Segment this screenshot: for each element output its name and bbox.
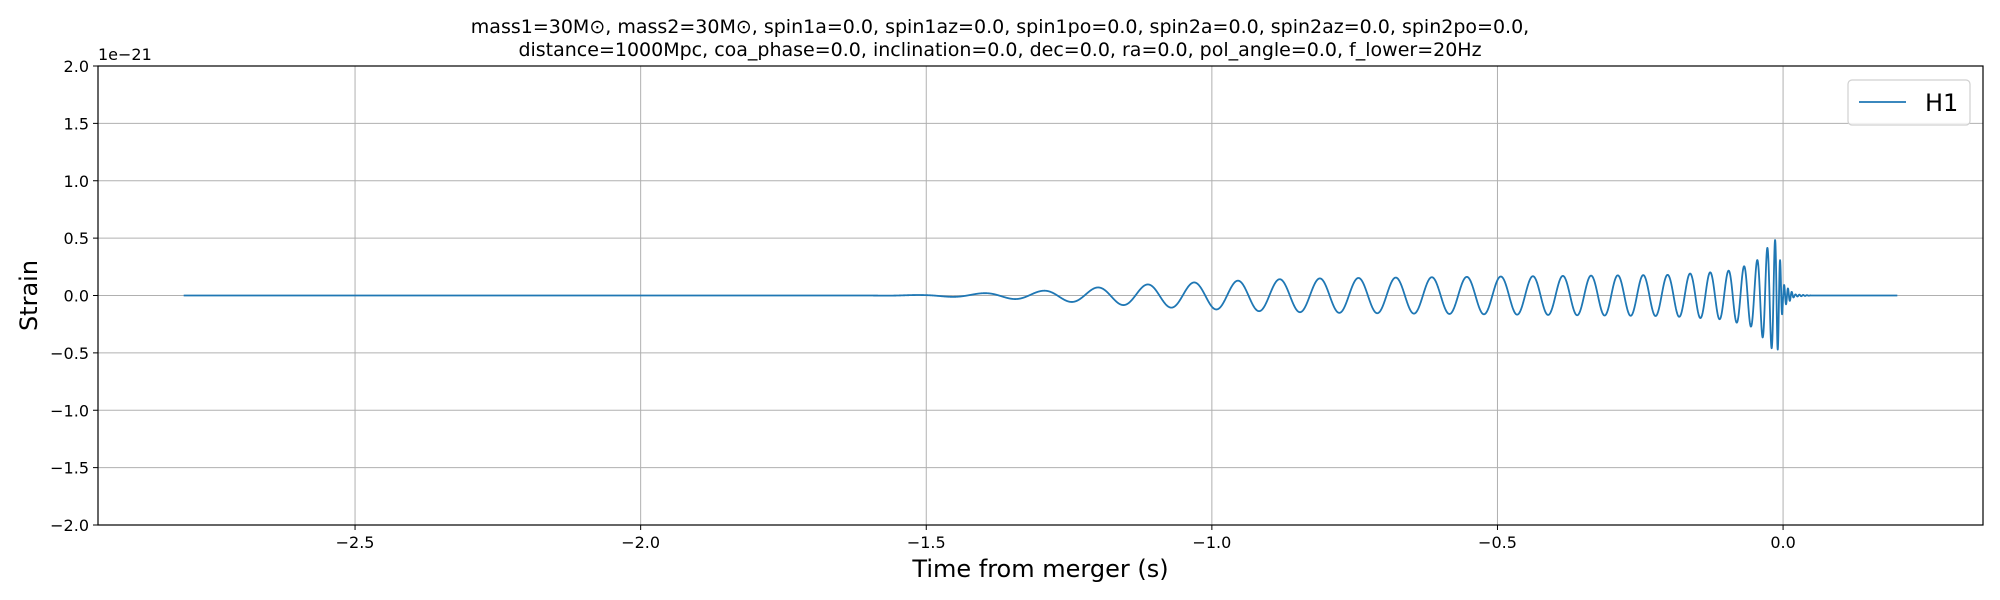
x-tick-label: −2.0: [621, 533, 660, 552]
y-tick-label: 2.0: [64, 57, 89, 76]
y-axis-label: Strain: [15, 260, 43, 331]
axis-ticks: −2.5 −2.0 −1.5 −1.0 −0.5 0.0 −2.0 −1.5 −1.0 −0.5 0…: [50, 57, 1796, 552]
y-tick-label: −2.0: [50, 516, 89, 535]
x-tick-label: −1.0: [1192, 533, 1231, 552]
series-line-h1: [182, 239, 1899, 351]
legend-label-h1: H1: [1925, 89, 1958, 117]
y-offset-label: 1e−21: [98, 45, 152, 64]
y-tick-label: 0.0: [64, 287, 89, 306]
y-tick-label: 0.5: [64, 229, 89, 248]
x-tick-label: −2.5: [336, 533, 375, 552]
y-tick-label: 1.5: [64, 114, 89, 133]
y-tick-label: −1.5: [50, 459, 89, 478]
x-tick-label: −0.5: [1478, 533, 1517, 552]
chart-title-line-2: distance=1000Mpc, coa_phase=0.0, inclina…: [518, 39, 1482, 61]
x-axis-label: Time from merger (s): [911, 555, 1168, 583]
x-tick-label: 0.0: [1770, 533, 1795, 552]
y-tick-label: −0.5: [50, 344, 89, 363]
x-tick-label: −1.5: [907, 533, 946, 552]
legend: H1: [1847, 79, 1971, 126]
series-layer: [182, 239, 1899, 351]
legend-box: [1847, 79, 1971, 126]
y-tick-label: −1.0: [50, 401, 89, 420]
y-tick-label: 1.0: [64, 172, 89, 191]
chart-title-line-1: mass1=30M⊙, mass2=30M⊙, spin1a=0.0, spin…: [470, 16, 1530, 38]
